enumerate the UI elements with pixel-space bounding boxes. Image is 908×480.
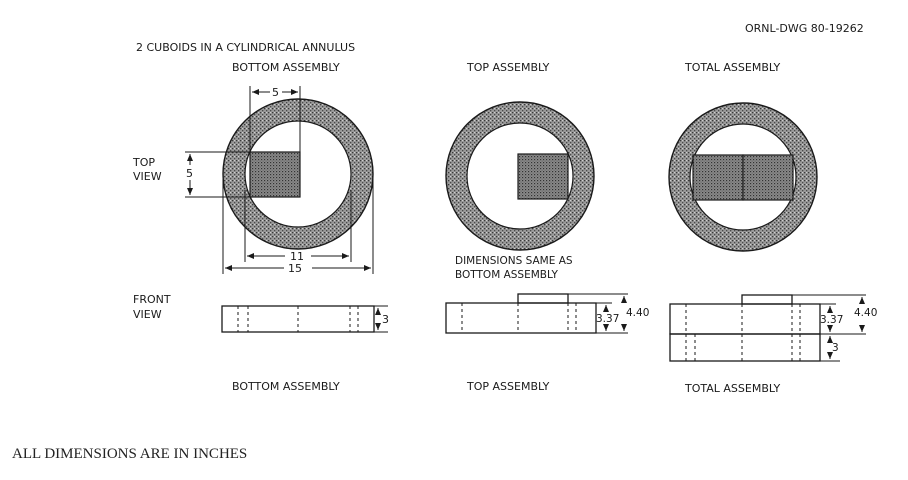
- total-front-lower: [669, 333, 821, 362]
- dim-total-total-height: 4.40: [854, 307, 877, 319]
- top-assembly-top-label: TOP ASSEMBLY: [466, 61, 550, 74]
- total-cuboid-right: [742, 154, 794, 201]
- top-view-label-line1: TOP: [132, 156, 155, 169]
- drawing-title: 2 CUBOIDS IN A CYLINDRICAL ANNULUS: [136, 41, 355, 54]
- bottom-assembly-bottom-label: BOTTOM ASSEMBLY: [232, 380, 340, 393]
- top-cuboid: [517, 153, 569, 200]
- note-line1: DIMENSIONS SAME AS: [455, 255, 573, 267]
- dim-cuboid-height: 5: [186, 167, 193, 180]
- total-assembly-front-view: 3.37 4.40 3: [669, 294, 877, 362]
- dim-inner-diameter: 11: [290, 250, 304, 263]
- dim-top-total-height: 4.40: [626, 307, 649, 319]
- dim-top-body-height: 3.37: [596, 313, 619, 325]
- bottom-cuboid: [249, 151, 301, 198]
- total-assembly-top-label: TOTAL ASSEMBLY: [684, 61, 781, 74]
- top-assembly-bottom-label: TOP ASSEMBLY: [466, 380, 550, 393]
- bottom-assembly-front-view: 3: [221, 305, 389, 333]
- note-line2: BOTTOM ASSEMBLY: [455, 269, 558, 281]
- top-assembly-front-view: 3.37 4.40: [445, 293, 649, 334]
- top-assembly-top-view: [445, 101, 595, 251]
- total-front-tab: [741, 294, 793, 305]
- top-view-label-line2: VIEW: [133, 170, 162, 183]
- units-caption: ALL DIMENSIONS ARE IN INCHES: [12, 446, 247, 462]
- total-assembly-bottom-label: TOTAL ASSEMBLY: [684, 382, 781, 395]
- dim-cuboid-width: 5: [272, 86, 279, 99]
- top-front-body: [445, 302, 597, 334]
- bottom-assembly-top-view: 5 5 11 15: [185, 86, 374, 275]
- front-view-label-line1: FRONT: [133, 293, 171, 306]
- dim-total-bottom-height: 3: [832, 342, 839, 354]
- total-front-upper: [669, 303, 821, 335]
- total-cuboid-left: [692, 154, 744, 201]
- bottom-assembly-top-label: BOTTOM ASSEMBLY: [232, 61, 340, 74]
- drawing-number: ORNL-DWG 80-19262: [745, 22, 864, 35]
- front-view-label-line2: VIEW: [133, 308, 162, 321]
- total-assembly-top-view: [668, 102, 818, 252]
- dim-outer-diameter: 15: [288, 262, 302, 275]
- top-front-tab: [517, 293, 569, 304]
- dim-bottom-thickness: 3: [382, 313, 389, 326]
- dim-total-body-height: 3.37: [820, 314, 843, 326]
